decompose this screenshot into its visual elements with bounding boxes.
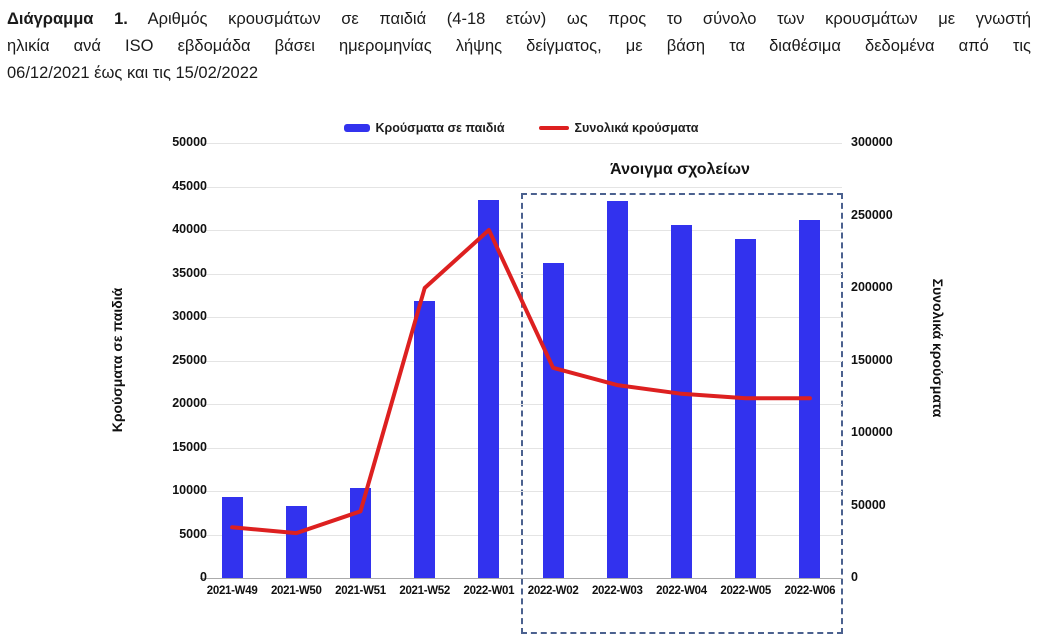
bar bbox=[735, 238, 757, 578]
left-axis-title: Κρούσματα σε παιδιά bbox=[109, 287, 125, 433]
right-axis-tick-label: 100000 bbox=[851, 425, 893, 439]
x-axis-tick-label: 2022-W03 bbox=[591, 585, 643, 597]
x-axis-tick-label: 2022-W01 bbox=[463, 585, 515, 597]
chart-legend: Κρούσματα σε παιδιά Συνολικά κρούσματα bbox=[200, 119, 842, 137]
right-axis-tick-label: 0 bbox=[851, 570, 858, 584]
bar-series-swatch-icon bbox=[343, 124, 370, 132]
caption-line-2: ηλικία ανά ISO εβδομάδα βάσει ημερομηνία… bbox=[7, 37, 1031, 55]
school-opening-annotation: Άνοιγμα σχολείων bbox=[610, 161, 750, 178]
left-axis-tick-label: 10000 bbox=[172, 483, 207, 497]
x-axis-tick-label: 2022-W04 bbox=[656, 585, 707, 597]
bar bbox=[478, 199, 500, 578]
gridline bbox=[200, 534, 842, 536]
x-axis-tick-label: 2022-W05 bbox=[720, 585, 772, 597]
x-axis-tick-label: 2022-W02 bbox=[527, 585, 579, 597]
left-axis-tick-label: 45000 bbox=[172, 178, 207, 193]
gridline bbox=[200, 447, 842, 449]
left-axis-tick-label: 20000 bbox=[172, 396, 207, 410]
legend-item-children: Κρούσματα σε παιδιά bbox=[343, 121, 505, 135]
x-axis-tick-label: 2021-W52 bbox=[399, 585, 451, 597]
bar bbox=[414, 301, 436, 578]
left-axis-tick-label: 15000 bbox=[172, 439, 207, 454]
right-axis-tick-label: 50000 bbox=[851, 497, 886, 512]
left-axis-tick-label: 40000 bbox=[172, 222, 207, 236]
right-axis-tick-label: 250000 bbox=[851, 207, 893, 222]
left-axis-tick-label: 35000 bbox=[172, 265, 207, 280]
bar bbox=[285, 505, 307, 578]
school-opening-box bbox=[521, 193, 843, 634]
left-axis-tick-label: 30000 bbox=[172, 309, 207, 323]
gridline bbox=[200, 230, 842, 231]
bar bbox=[671, 224, 692, 578]
x-axis-tick-label: 2022-W06 bbox=[784, 585, 836, 597]
caption-label: Διάγραμμα 1. bbox=[7, 10, 128, 28]
total-cases-line bbox=[230, 228, 812, 536]
right-axis-tick-label: 150000 bbox=[851, 352, 893, 367]
x-axis-tick-label: 2021-W49 bbox=[206, 585, 258, 597]
gridline bbox=[200, 491, 842, 492]
bar bbox=[606, 201, 628, 578]
gridline bbox=[200, 143, 842, 144]
right-axis-tick-label: 200000 bbox=[851, 280, 893, 294]
bar bbox=[542, 263, 564, 578]
legend-totals-label: Συνολικά κρούσματα bbox=[574, 121, 699, 135]
right-axis-tick-label: 300000 bbox=[851, 135, 893, 149]
left-axis-tick-label: 25000 bbox=[172, 352, 207, 367]
right-axis-title: Συνολικά κρούσματα bbox=[930, 278, 946, 418]
caption-line-1-text: Αριθμός κρουσμάτων σε παιδιά (4-18 ετών)… bbox=[147, 10, 1031, 28]
gridline bbox=[200, 186, 842, 188]
left-axis-tick-label: 50000 bbox=[172, 135, 207, 149]
figure-caption: Διάγραμμα 1. Αριθμός κρουσμάτων σε παιδι… bbox=[7, 6, 1031, 87]
x-axis-tick-label: 2021-W51 bbox=[335, 585, 386, 597]
left-axis-tick-label: 5000 bbox=[179, 526, 207, 541]
total-cases-polyline bbox=[230, 228, 812, 536]
gridline bbox=[200, 317, 842, 318]
bar bbox=[221, 497, 243, 578]
line-series-swatch-icon bbox=[538, 126, 569, 130]
legend-children-label: Κρούσματα σε παιδιά bbox=[375, 121, 505, 135]
caption-line-3: 06/12/2021 έως και τις 15/02/2022 bbox=[7, 64, 259, 82]
gridline bbox=[200, 404, 842, 405]
x-axis-tick-label: 2021-W50 bbox=[270, 585, 322, 597]
gridline bbox=[200, 273, 842, 275]
gridline bbox=[200, 360, 842, 362]
legend-item-totals: Συνολικά κρούσματα bbox=[538, 121, 699, 135]
left-axis-tick-label: 0 bbox=[200, 570, 207, 584]
bar bbox=[350, 488, 371, 578]
caption-line-1: Διάγραμμα 1. Αριθμός κρουσμάτων σε παιδι… bbox=[7, 6, 1031, 33]
plot-area bbox=[200, 143, 842, 579]
